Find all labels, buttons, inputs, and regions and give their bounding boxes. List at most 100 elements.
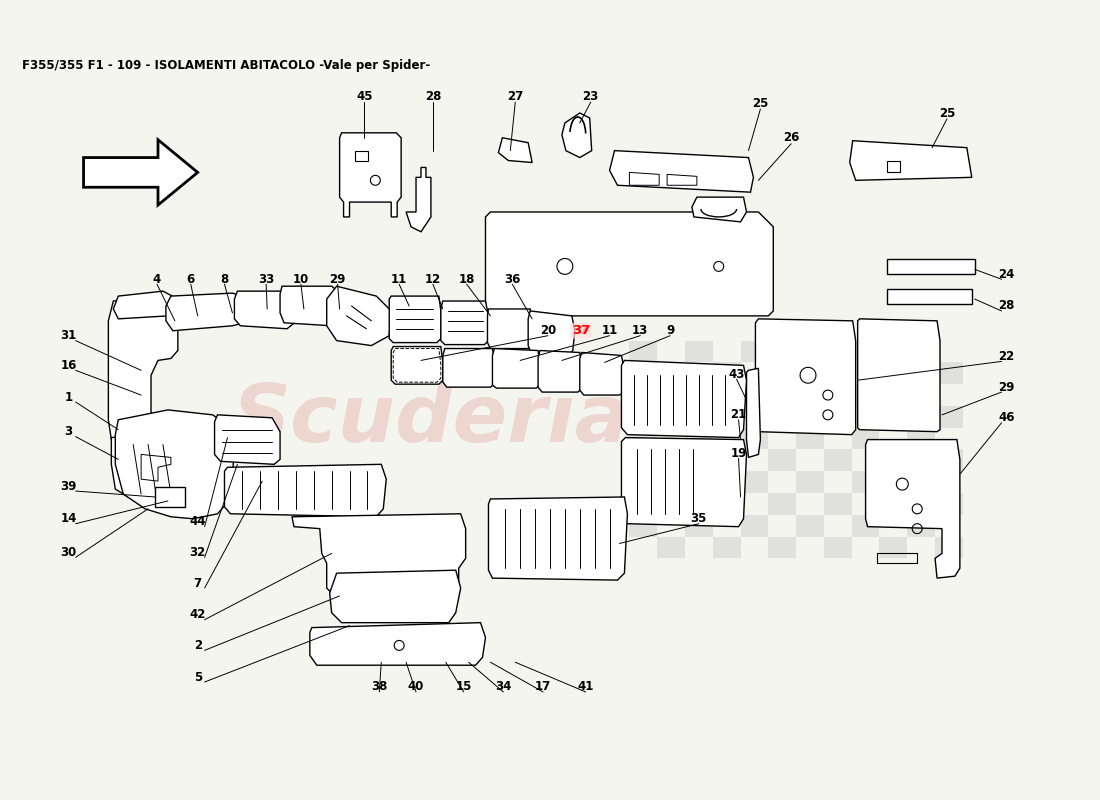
Bar <box>629 471 657 493</box>
Polygon shape <box>441 301 488 345</box>
Bar <box>851 428 880 450</box>
Bar <box>685 514 713 537</box>
Polygon shape <box>111 432 168 499</box>
Text: 32: 32 <box>189 546 206 559</box>
Bar <box>713 537 740 558</box>
Polygon shape <box>392 346 443 384</box>
Bar <box>768 537 796 558</box>
Polygon shape <box>498 138 532 162</box>
Bar <box>824 537 851 558</box>
Bar <box>685 428 713 450</box>
Bar <box>908 471 935 493</box>
Text: 11: 11 <box>602 324 618 338</box>
Polygon shape <box>166 293 257 330</box>
Polygon shape <box>888 259 975 274</box>
Text: 26: 26 <box>783 131 800 144</box>
Text: 43: 43 <box>728 368 745 381</box>
Polygon shape <box>888 289 971 304</box>
Text: 41: 41 <box>578 681 594 694</box>
Bar <box>657 493 685 514</box>
Text: 30: 30 <box>60 546 77 559</box>
Bar <box>657 362 685 384</box>
Text: 27: 27 <box>507 90 524 102</box>
Text: 9: 9 <box>666 324 674 338</box>
Polygon shape <box>113 291 180 319</box>
Polygon shape <box>214 415 280 464</box>
Bar <box>935 406 962 428</box>
Bar <box>935 450 962 471</box>
Text: 44: 44 <box>189 515 206 528</box>
Bar <box>908 428 935 450</box>
Polygon shape <box>340 133 402 217</box>
Bar <box>740 471 768 493</box>
Text: 25: 25 <box>938 106 955 119</box>
Polygon shape <box>330 570 461 622</box>
Text: 8: 8 <box>220 273 229 286</box>
Text: Scuderia: Scuderia <box>232 381 629 458</box>
Bar <box>713 362 740 384</box>
Text: 15: 15 <box>455 681 472 694</box>
Bar <box>657 537 685 558</box>
Text: 37: 37 <box>573 324 588 338</box>
Polygon shape <box>692 197 747 222</box>
Bar <box>880 537 907 558</box>
Polygon shape <box>406 167 431 232</box>
Text: 18: 18 <box>459 273 475 286</box>
Text: 16: 16 <box>60 359 77 372</box>
Polygon shape <box>292 514 465 606</box>
Bar <box>796 471 824 493</box>
Text: 5: 5 <box>194 670 201 683</box>
Text: 14: 14 <box>60 512 77 526</box>
Text: 19: 19 <box>730 447 747 460</box>
Bar <box>851 514 880 537</box>
Bar <box>935 537 962 558</box>
Bar <box>685 471 713 493</box>
Text: 39: 39 <box>60 479 77 493</box>
Text: 29: 29 <box>999 381 1014 394</box>
Bar <box>824 406 851 428</box>
Bar <box>740 384 768 406</box>
Bar <box>657 406 685 428</box>
Bar <box>768 362 796 384</box>
Text: 6: 6 <box>187 273 195 286</box>
Bar <box>880 493 907 514</box>
Bar <box>629 384 657 406</box>
Bar <box>824 493 851 514</box>
Text: 33: 33 <box>258 273 274 286</box>
Bar <box>629 428 657 450</box>
Polygon shape <box>488 497 627 580</box>
Polygon shape <box>858 319 940 432</box>
Text: 2: 2 <box>194 639 201 652</box>
Bar <box>796 428 824 450</box>
Bar <box>851 384 880 406</box>
Text: 10: 10 <box>293 273 309 286</box>
Text: 1: 1 <box>65 390 73 403</box>
Polygon shape <box>116 410 234 518</box>
Text: 35: 35 <box>691 512 707 526</box>
Polygon shape <box>538 350 583 392</box>
Text: 22: 22 <box>999 350 1014 363</box>
Text: 45: 45 <box>356 90 373 102</box>
Text: 13: 13 <box>632 324 648 338</box>
Polygon shape <box>84 140 198 205</box>
Polygon shape <box>310 622 485 666</box>
Polygon shape <box>109 296 178 479</box>
Bar <box>740 428 768 450</box>
Text: 20: 20 <box>540 324 557 338</box>
Bar <box>768 450 796 471</box>
Text: 25: 25 <box>752 97 769 110</box>
Text: 36: 36 <box>504 273 520 286</box>
Text: 3: 3 <box>65 425 73 438</box>
Text: 37: 37 <box>572 324 590 338</box>
Text: 24: 24 <box>999 268 1014 281</box>
Bar <box>713 406 740 428</box>
Bar <box>880 450 907 471</box>
Bar <box>935 493 962 514</box>
Polygon shape <box>234 291 297 329</box>
Polygon shape <box>487 309 532 349</box>
Text: F355/355 F1 - 109 - ISOLAMENTI ABITACOLO -Vale per Spider-: F355/355 F1 - 109 - ISOLAMENTI ABITACOLO… <box>22 59 430 72</box>
Bar <box>768 493 796 514</box>
Polygon shape <box>327 286 392 346</box>
Polygon shape <box>280 286 343 326</box>
Polygon shape <box>443 349 495 387</box>
